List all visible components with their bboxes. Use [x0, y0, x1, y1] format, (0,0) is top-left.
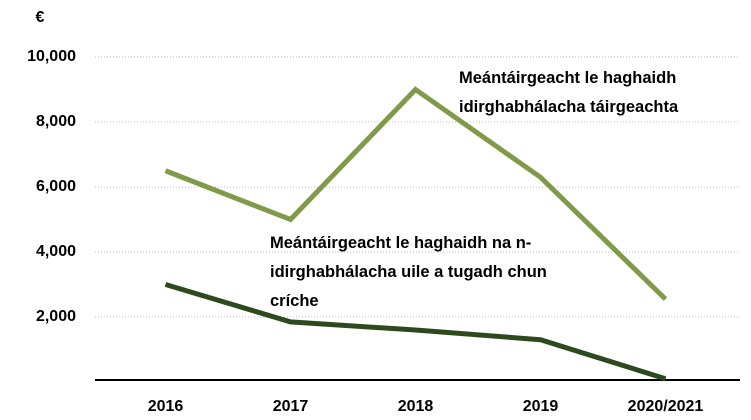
series-line [164, 282, 667, 382]
y-tick-label: 10,000 [27, 48, 76, 65]
x-tick-label: 2020/2021 [628, 398, 704, 415]
y-axis-label: € [36, 9, 45, 26]
series-line [164, 86, 668, 301]
x-tick-label: 2018 [398, 398, 434, 415]
x-tick-label: 2019 [523, 398, 559, 415]
series-label: Meántáirgeacht le haghaidh idirghabhálac… [459, 69, 679, 116]
y-tick-label: 4,000 [36, 243, 76, 260]
y-tick-label: 6,000 [36, 178, 76, 195]
y-tick-label: 8,000 [36, 113, 76, 130]
x-tick-label: 2016 [148, 398, 184, 415]
y-tick-label: 2,000 [36, 308, 76, 325]
series-label: Meántáirgeacht le haghaidh na n-idirghab… [270, 234, 547, 310]
x-tick-label: 2017 [273, 398, 309, 415]
